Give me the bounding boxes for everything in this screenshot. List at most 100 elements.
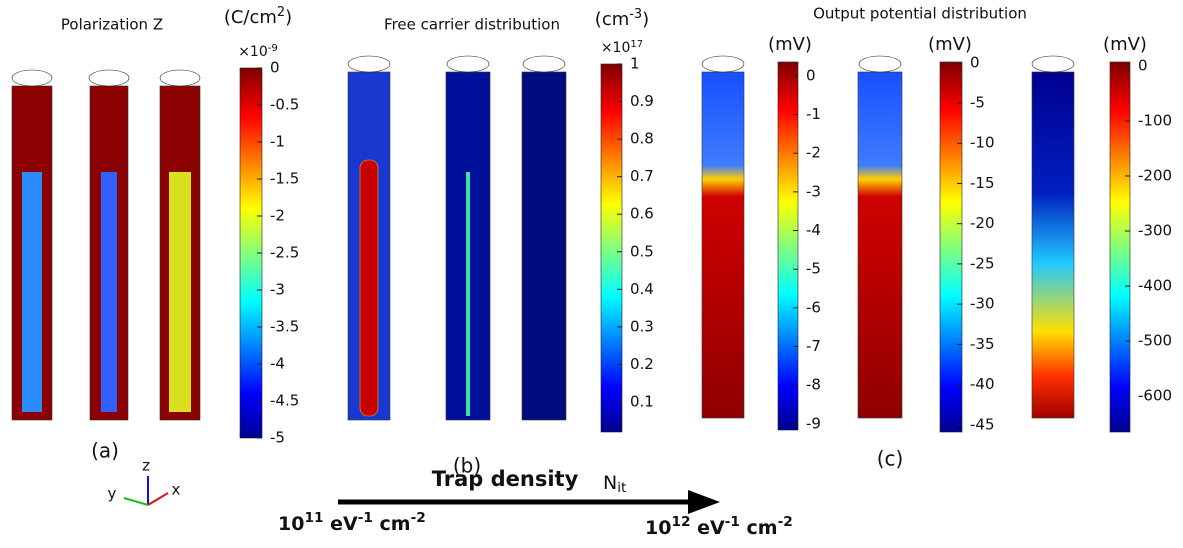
text-part: eV (323, 513, 358, 535)
rich-text: 1011 eV-1 cm-2 (278, 510, 426, 534)
colorbar-tick-label: -2 (270, 207, 285, 225)
tube (1031, 71, 1075, 419)
colorbar-tick-label: -1 (806, 105, 821, 123)
colorbar-tick-label: -25 (970, 254, 995, 272)
caps (11, 55, 1075, 87)
text-part: (mV) (1103, 34, 1147, 55)
colorbar-tick-label: -100 (1138, 111, 1172, 129)
colorbar-tick-label: -9 (806, 414, 821, 432)
colorbar-tick-label: -3 (806, 182, 821, 200)
colorbar-tick-label: -3.5 (270, 318, 299, 336)
rich-text: ×10-9 (238, 43, 278, 60)
colorbar-tick-label: 0 (806, 66, 816, 84)
tube-core (22, 172, 42, 412)
axis-label: x (172, 481, 181, 499)
colorbar-tick-label: -1.5 (270, 170, 299, 188)
colorbar-tick-label: -40 (970, 375, 995, 393)
text-part: 10 (278, 513, 304, 535)
colorbar-tick-label: -8 (806, 376, 821, 394)
colorbar-tick-label: -2.5 (270, 244, 299, 262)
colorbar-tick-label: -600 (1138, 387, 1172, 405)
colorbar-tick-label: 0.2 (630, 355, 654, 373)
axis-label: z (142, 457, 150, 475)
tube-core (466, 172, 470, 416)
text-part: (cm (595, 9, 629, 30)
colorbar-tick-label: 0.5 (630, 242, 654, 260)
superscript: -9 (268, 43, 278, 54)
colorbar-tick-label: -3 (270, 281, 285, 299)
tube (857, 71, 903, 419)
rich-text: (mV) (928, 34, 972, 55)
colorbar-tick-label: -20 (970, 214, 995, 232)
rich-text: ×1017 (601, 39, 643, 56)
colorbar-tick-label: -500 (1138, 332, 1172, 350)
colorbar-tick-label: 0 (970, 53, 980, 71)
superscript: 11 (304, 510, 323, 526)
colorbar-tick-label: 0 (1138, 56, 1148, 74)
colorbar-tick-label: -300 (1138, 222, 1172, 240)
tube-core (101, 172, 117, 412)
colorbar-tick-label: 0.7 (630, 167, 654, 185)
rich-text: 1012 eV-1 cm-2 (645, 514, 793, 538)
colorbar-tick-label: 0.3 (630, 317, 654, 335)
superscript: -3 (629, 7, 642, 22)
superscript: -1 (358, 510, 373, 526)
superscript: 12 (671, 514, 690, 530)
tube (521, 71, 567, 421)
colorbar-tick-label: 0 (270, 59, 280, 77)
colorbar-tick-label: -1 (270, 133, 285, 151)
text-part: ×10 (238, 44, 268, 60)
colorbar-tick-label: -0.5 (270, 96, 299, 114)
superscript: -1 (725, 514, 740, 530)
text-part: ×10 (601, 40, 631, 56)
panel-title: Free carrier distribution (384, 16, 560, 34)
colorbar-tick-label: -5 (270, 429, 285, 447)
colorbar-tick-label: -200 (1138, 166, 1172, 184)
panel-title: Polarization Z (61, 16, 163, 34)
colorbar (1109, 61, 1131, 433)
axis-label: y (108, 485, 117, 503)
trap-arrow (338, 490, 720, 514)
rich-text: (C/cm2) (224, 5, 292, 28)
text-part: 10 (645, 517, 671, 539)
colorbar-tick-label: 0.6 (630, 205, 654, 223)
panel-label: (a) (91, 439, 119, 463)
rich-text: (mV) (768, 34, 812, 55)
text-part: N (603, 472, 617, 494)
superscript: 17 (630, 39, 643, 50)
text-part: eV (690, 517, 725, 539)
colorbar-tick-label: -35 (970, 335, 995, 353)
superscript: it (617, 480, 627, 496)
colorbar-tick-label: -5 (970, 94, 985, 112)
colorbar-tick-label: -15 (970, 174, 995, 192)
colorbar-tick-label: -7 (806, 337, 821, 355)
rich-text: (mV) (1103, 34, 1147, 55)
text-part: cm (373, 513, 411, 535)
panel-label: (b) (453, 454, 481, 478)
colorbar-tick-label: 0.9 (630, 92, 654, 110)
tubes (11, 55, 1075, 421)
text-part: ) (285, 7, 292, 28)
colorbar-tick-label: -2 (806, 144, 821, 162)
colorbar (777, 61, 799, 431)
rich-text: Nit (603, 472, 627, 496)
colorbar (600, 63, 623, 433)
superscript: -2 (411, 510, 426, 526)
tube (701, 71, 745, 419)
colorbar-tick-label: -4 (270, 355, 285, 373)
colorbar-tick-label: -4 (806, 221, 821, 239)
colorbar-tick-label: -30 (970, 295, 995, 313)
rich-text: (cm-3) (595, 7, 649, 30)
tube-core (169, 172, 191, 412)
colorbar-tick-label: 0.4 (630, 280, 654, 298)
panel-title: Output potential distribution (813, 5, 1027, 23)
colorbar-tick-label: 1 (630, 55, 640, 73)
tube-core (359, 159, 379, 417)
text-part: (mV) (768, 34, 812, 55)
text-part: (C/cm (224, 7, 277, 28)
colorbar-tick-label: -4.5 (270, 392, 299, 410)
colorbar-tick-label: -45 (970, 415, 995, 433)
arrow-title: Trap density (432, 467, 579, 491)
superscript: 2 (277, 5, 285, 20)
